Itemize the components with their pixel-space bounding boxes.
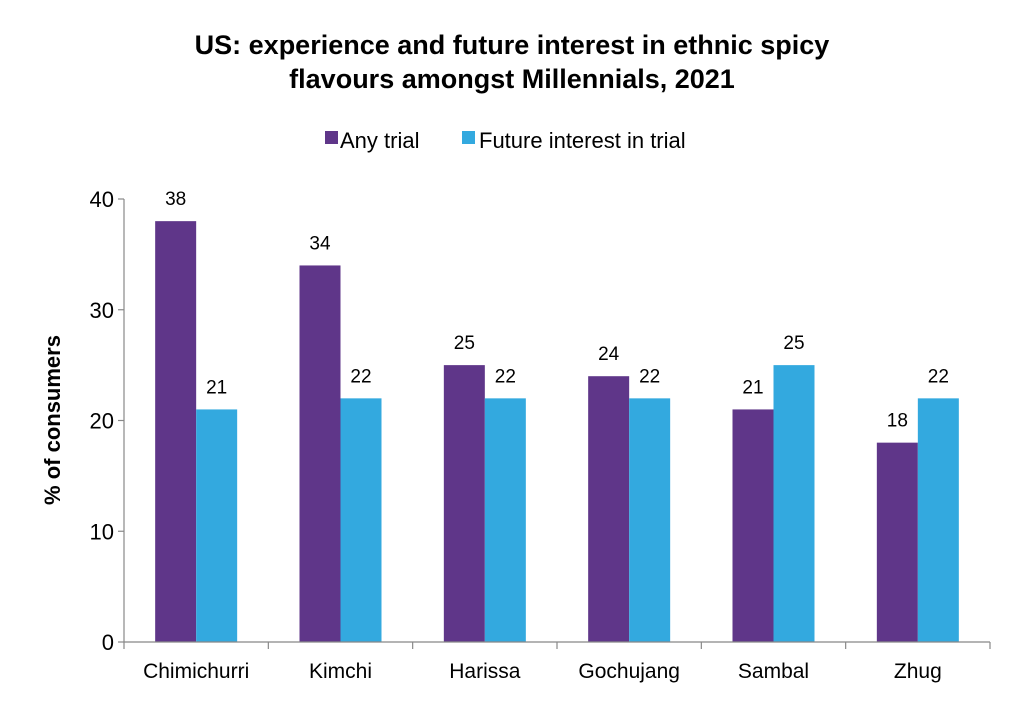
x-tick-label-kimchi: Kimchi xyxy=(309,660,372,683)
data-label-any-trial-chimichurri: 38 xyxy=(165,189,186,210)
y-tick-label: 10 xyxy=(90,519,114,544)
bar-future-interest-in-trial-kimchi xyxy=(340,398,382,642)
bar-future-interest-in-trial-zhug xyxy=(917,398,959,642)
bar-any-trial-sambal xyxy=(732,409,774,642)
data-label-future-interest-in-trial-zhug: 22 xyxy=(928,366,949,387)
x-axis: Chimichurri Kimchi Harissa Gochujang Sambal Z… xyxy=(123,641,991,683)
legend: Any trial Future interest in trial xyxy=(325,128,686,153)
legend-label-future-interest: Future interest in trial xyxy=(479,128,686,153)
data-label-future-interest-in-trial-harissa: 22 xyxy=(495,366,516,387)
bar-any-trial-harissa xyxy=(443,365,485,642)
bars xyxy=(155,221,959,642)
y-tick-label: 30 xyxy=(90,298,114,323)
y-axis: 0 10 20 30 40 xyxy=(90,187,125,655)
bar-future-interest-in-trial-gochujang xyxy=(629,398,671,642)
chart-title: US: experience and future interest in et… xyxy=(195,30,830,94)
data-label-future-interest-in-trial-kimchi: 22 xyxy=(350,366,371,387)
bar-future-interest-in-trial-sambal xyxy=(773,365,815,642)
data-label-any-trial-zhug: 18 xyxy=(887,411,908,432)
data-label-any-trial-sambal: 21 xyxy=(742,377,763,398)
chart-title-line-1: US: experience and future interest in et… xyxy=(195,30,830,60)
data-label-future-interest-in-trial-gochujang: 22 xyxy=(639,366,660,387)
data-label-future-interest-in-trial-sambal: 25 xyxy=(783,333,804,354)
y-tick-label: 0 xyxy=(102,630,114,655)
bar-any-trial-chimichurri xyxy=(155,221,197,642)
data-labels: 38 21 34 22 25 22 24 22 21 25 18 22 xyxy=(165,189,949,432)
data-label-future-interest-in-trial-chimichurri: 21 xyxy=(206,377,227,398)
x-tick-label-zhug: Zhug xyxy=(894,660,942,683)
bar-any-trial-zhug xyxy=(876,442,918,642)
bar-any-trial-gochujang xyxy=(588,376,630,642)
data-label-any-trial-harissa: 25 xyxy=(454,333,475,354)
legend-swatch-future-interest xyxy=(462,131,475,144)
data-label-any-trial-kimchi: 34 xyxy=(309,233,331,254)
x-tick-label-chimichurri: Chimichurri xyxy=(143,660,249,683)
y-tick-label: 40 xyxy=(90,187,114,212)
x-tick-label-harissa: Harissa xyxy=(449,660,521,683)
x-tick-label-sambal: Sambal xyxy=(738,660,809,683)
chart-title-line-2: flavours amongst Millennials, 2021 xyxy=(289,64,735,94)
bar-future-interest-in-trial-chimichurri xyxy=(196,409,238,642)
y-tick-label: 20 xyxy=(90,409,114,434)
bar-future-interest-in-trial-harissa xyxy=(484,398,526,642)
bar-any-trial-kimchi xyxy=(299,265,341,642)
legend-label-any-trial: Any trial xyxy=(340,128,419,153)
data-label-any-trial-gochujang: 24 xyxy=(598,344,620,365)
y-axis-label: % of consumers xyxy=(40,335,65,505)
x-tick-label-gochujang: Gochujang xyxy=(578,660,680,683)
legend-swatch-any-trial xyxy=(325,131,338,144)
